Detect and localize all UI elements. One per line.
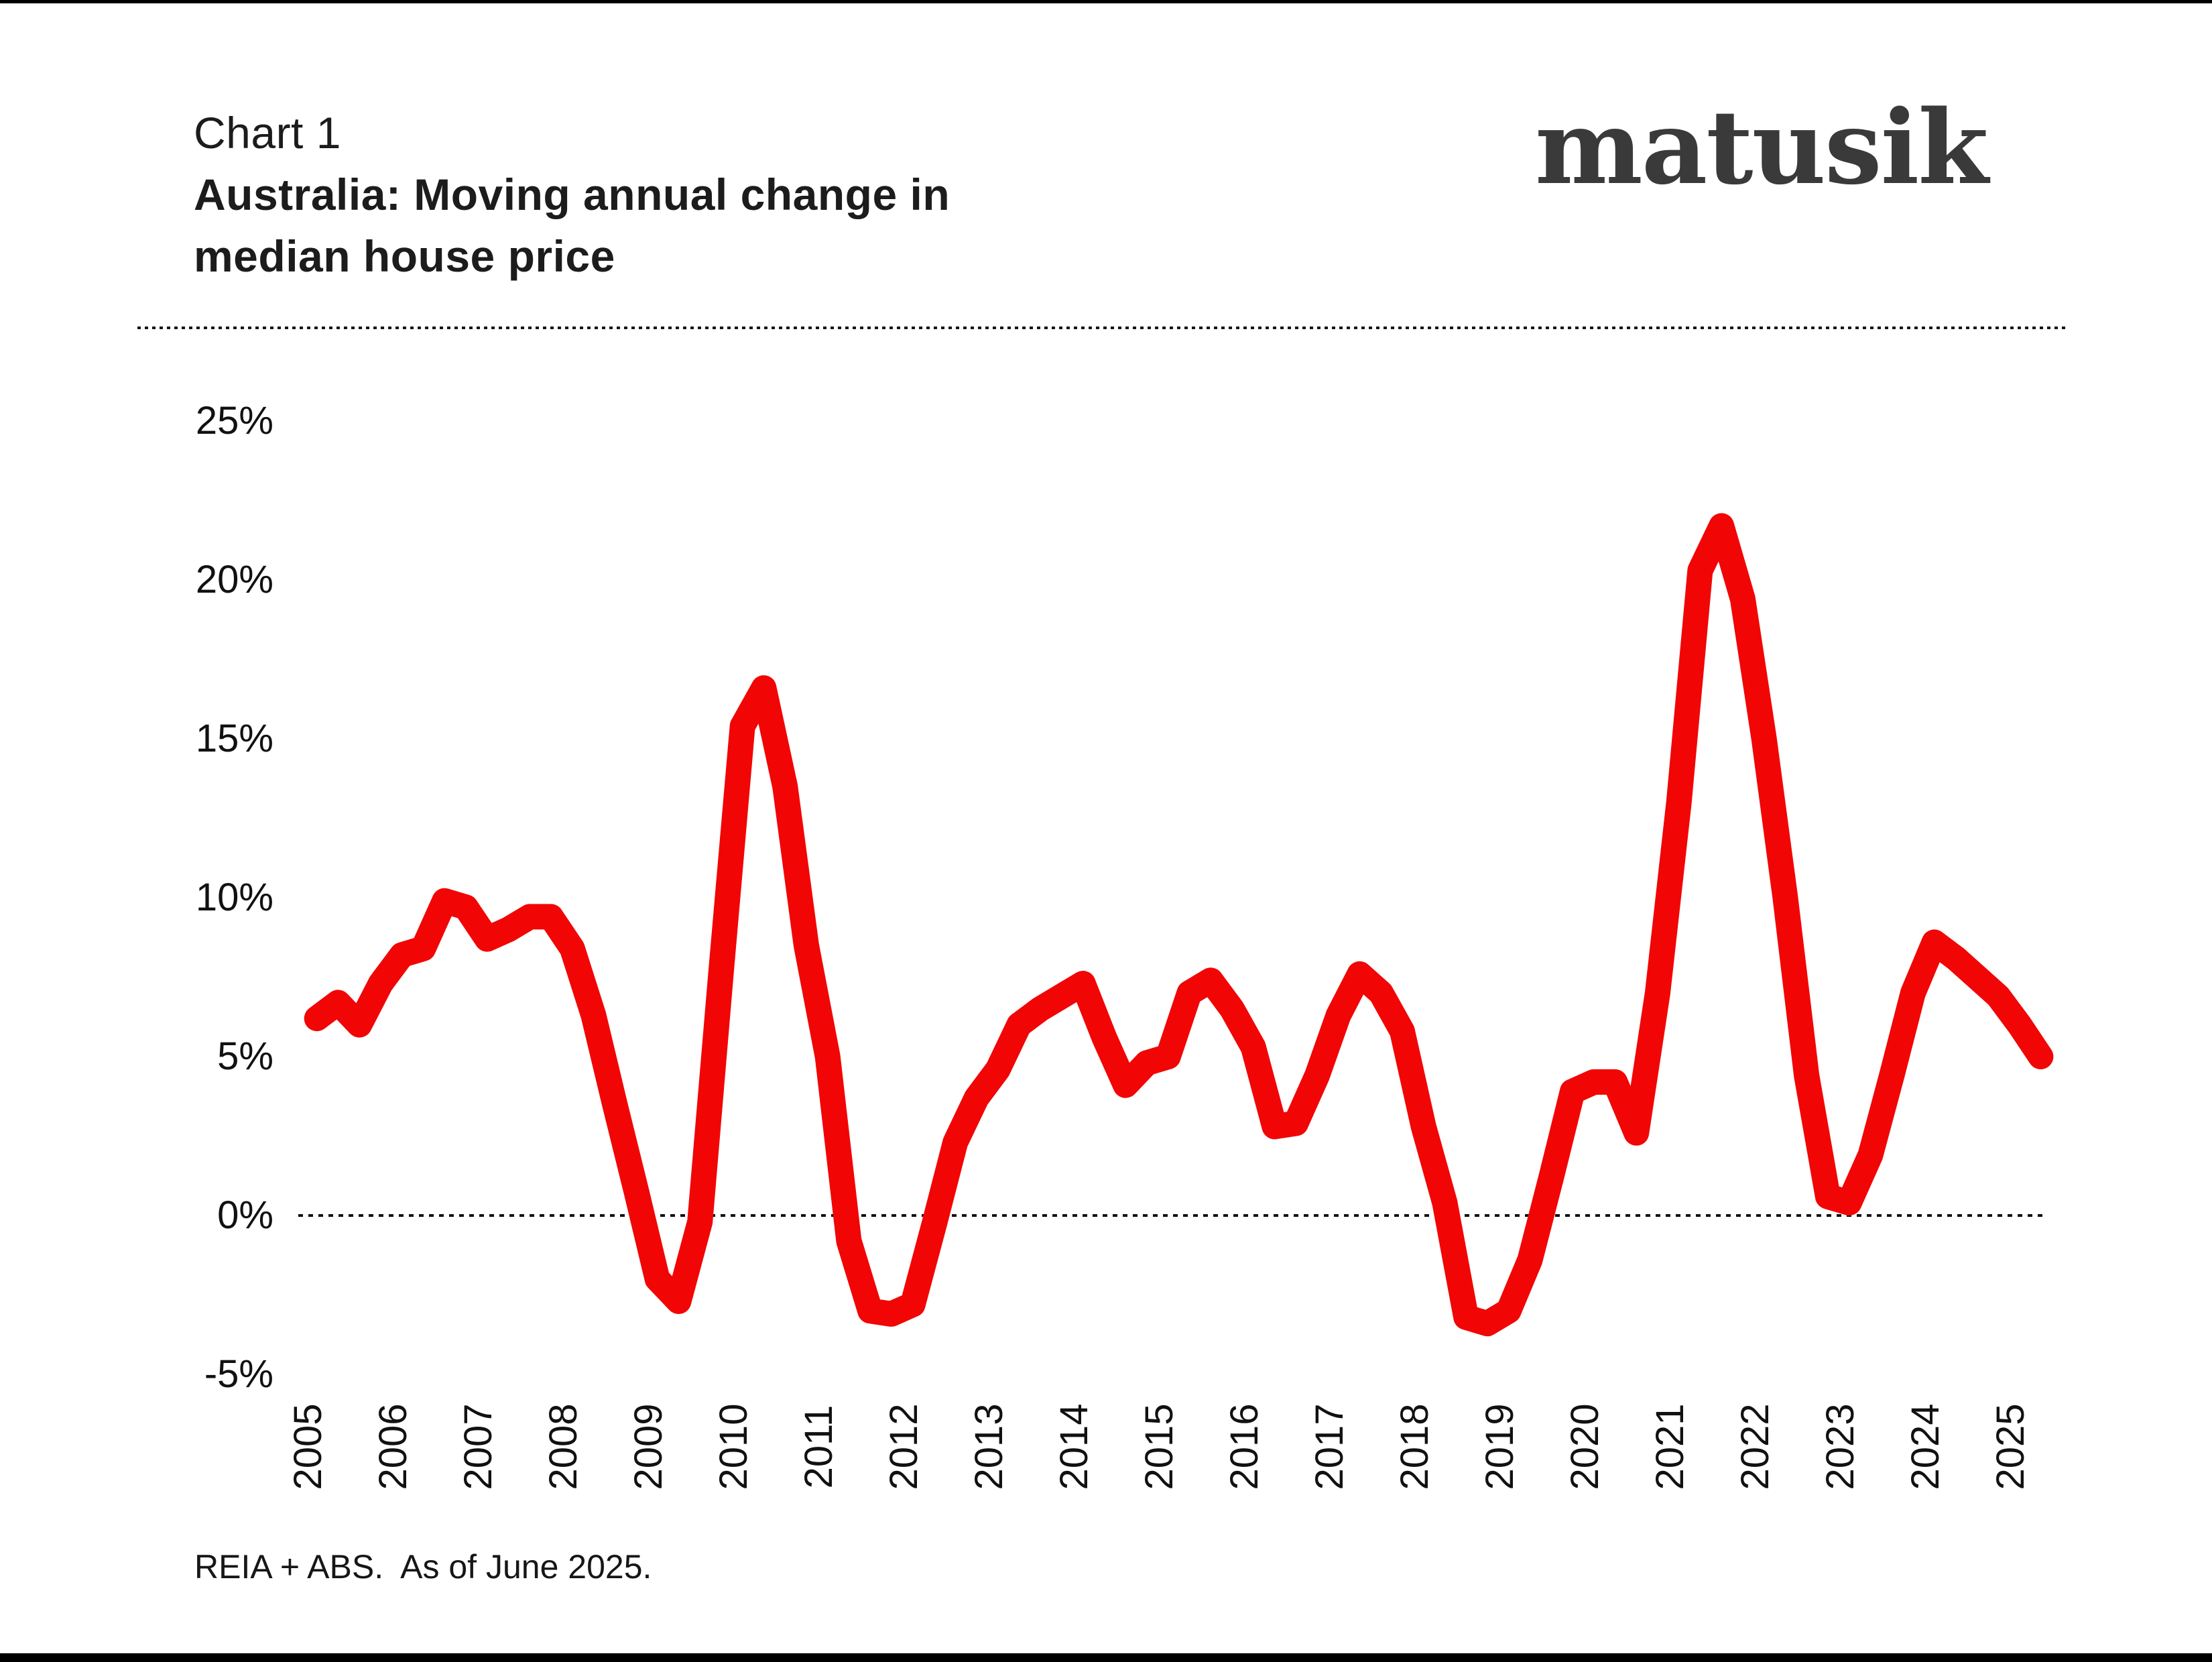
top-border-line [0, 0, 2212, 3]
y-axis-tick-label: -5% [204, 1352, 273, 1396]
y-axis-tick-label: 15% [195, 717, 273, 760]
chart-title-line2: median house price [194, 231, 615, 281]
dotted-separator-line [137, 327, 2069, 329]
bottom-border-line [0, 1653, 2212, 1662]
y-axis-tick-label: 5% [217, 1034, 273, 1078]
chart-number-label: Chart 1 [194, 108, 341, 158]
y-axis-tick-label: 10% [195, 876, 273, 919]
y-axis-tick-label: 25% [195, 399, 273, 442]
source-note: REIA + ABS. As of June 2025. [194, 1548, 652, 1586]
matusik-logo: matusik [1535, 87, 1989, 207]
chart-title: Australia: Moving annual change in [194, 170, 950, 219]
house-price-change-line [304, 513, 2054, 1337]
title-block: Chart 1 Australia: Moving annual change … [194, 102, 950, 287]
y-axis-tick-label: 20% [195, 558, 273, 601]
y-axis-tick-label: 0% [217, 1193, 273, 1237]
